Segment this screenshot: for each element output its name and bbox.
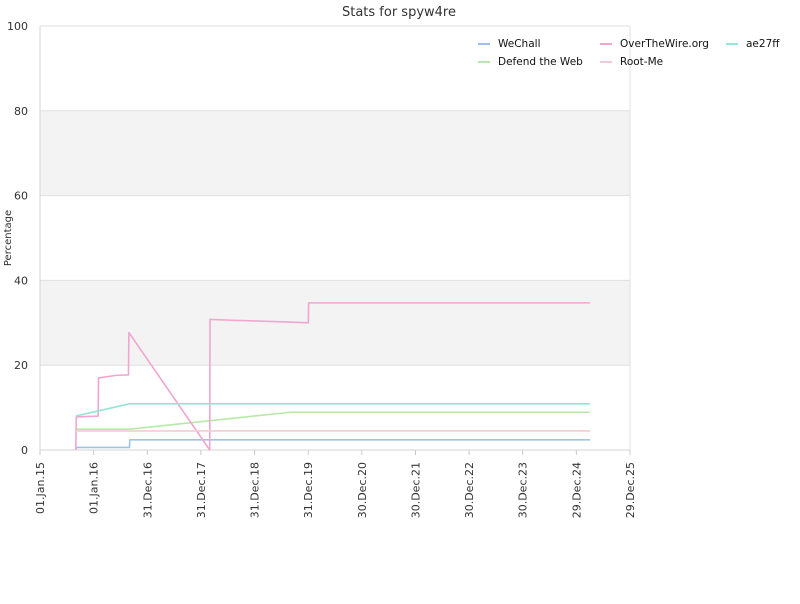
background-bands <box>40 26 630 450</box>
x-tick-label: 31.Dec.18 <box>249 462 262 518</box>
x-tick-label: 01.Jan.15 <box>34 462 47 514</box>
background-band <box>40 110 630 196</box>
legend-item-overthewire-org: OverTheWire.org <box>620 38 709 50</box>
y-tick-label: 20 <box>14 359 28 372</box>
series-line-ae27ff <box>75 402 591 417</box>
x-tick-label: 31.Dec.19 <box>302 462 315 518</box>
y-tick-label: 80 <box>14 105 28 118</box>
x-tick-label: 29.Dec.24 <box>570 462 583 518</box>
background-band <box>40 26 630 111</box>
x-tick-label: 31.Dec.16 <box>141 462 154 518</box>
x-tick-label: 01.Jan.16 <box>88 462 101 514</box>
y-tick-label: 60 <box>14 190 28 203</box>
x-tick-label: 30.Dec.22 <box>463 462 476 518</box>
legend-item-wechall: WeChall <box>498 38 540 50</box>
background-band <box>40 365 630 450</box>
background-band <box>40 195 630 281</box>
x-tick-label: 29.Dec.25 <box>624 462 637 518</box>
x-tick-label: 30.Dec.23 <box>517 462 530 518</box>
series-line-wechall <box>75 439 591 450</box>
legend-item-ae27ff: ae27ff <box>746 38 780 50</box>
y-tick-label: 0 <box>21 444 28 457</box>
x-tick-label: 30.Dec.20 <box>356 462 369 518</box>
y-axis-label: Percentage <box>3 210 14 266</box>
y-tick-label: 40 <box>14 274 28 287</box>
legend: WeChall Defend the Web OverTheWire.org Root… <box>478 38 780 68</box>
legend-item-root-me: Root-Me <box>620 56 663 68</box>
chart-title: Stats for spyw4re <box>342 5 456 20</box>
background-band <box>40 280 630 366</box>
y-tick-label: 100 <box>7 20 28 33</box>
y-axis: 0 20 40 60 80 100 <box>7 20 41 457</box>
legend-item-defend-the-web: Defend the Web <box>498 56 583 68</box>
series-lines <box>74 302 591 451</box>
x-axis: 01.Jan.15 01.Jan.16 31.Dec.16 31.Dec.17 31.D… <box>34 449 637 518</box>
series-line-overthewire-org <box>74 302 591 451</box>
x-tick-label: 31.Dec.17 <box>195 462 208 518</box>
x-tick-label: 30.Dec.21 <box>409 462 422 518</box>
